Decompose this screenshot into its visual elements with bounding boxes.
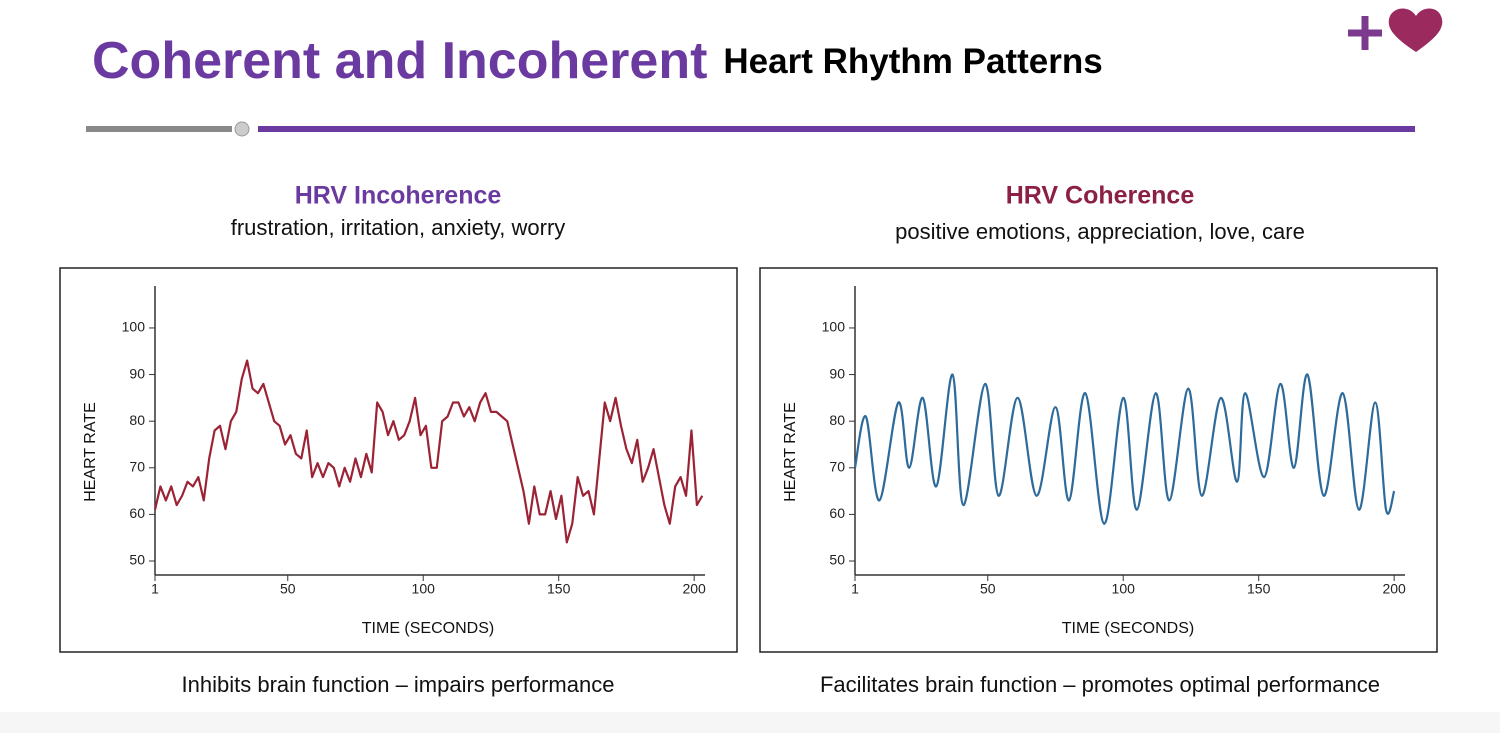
x-tick-label: 150 xyxy=(1247,581,1271,597)
chart-title: HRV Incoherence xyxy=(295,182,502,210)
chart-subtitle: frustration, irritation, anxiety, worry xyxy=(231,215,566,240)
y-tick-label: 100 xyxy=(822,319,846,335)
x-tick-label: 200 xyxy=(1382,581,1406,597)
y-tick-label: 80 xyxy=(129,412,145,428)
logo-heart xyxy=(1388,8,1443,52)
x-axis-label: TIME (SECONDS) xyxy=(362,620,494,637)
y-tick-label: 100 xyxy=(122,319,146,335)
chart-frame xyxy=(59,267,738,653)
chart-caption: Inhibits brain function – impairs perfor… xyxy=(182,672,615,697)
x-tick-label: 200 xyxy=(682,581,706,597)
x-tick-label: 1 xyxy=(851,581,859,597)
y-axis-label: HEART RATE xyxy=(82,402,99,502)
slide-title: Coherent and Incoherent Heart Rhythm Patt… xyxy=(92,32,1103,90)
chart-subtitle: positive emotions, appreciation, love, c… xyxy=(895,219,1305,244)
x-tick-label: 50 xyxy=(280,581,296,597)
divider-dot xyxy=(234,121,250,137)
x-tick-label: 1 xyxy=(151,581,159,597)
chart-title: HRV Coherence xyxy=(1006,182,1195,210)
x-tick-label: 100 xyxy=(1112,581,1136,597)
chart-caption: Facilitates brain function – promotes op… xyxy=(820,672,1380,697)
data-line xyxy=(153,359,704,544)
y-tick-label: 90 xyxy=(129,365,145,381)
x-axis-label: TIME (SECONDS) xyxy=(1062,620,1194,637)
y-tick-label: 70 xyxy=(129,458,145,474)
title-rest: Heart Rhythm Patterns xyxy=(723,42,1102,81)
data-line xyxy=(853,373,1396,525)
logo-plus xyxy=(1348,16,1382,50)
title-main: Coherent and Incoherent xyxy=(92,32,707,90)
y-tick-label: 70 xyxy=(829,458,845,474)
chart-frame xyxy=(759,267,1438,653)
y-tick-label: 50 xyxy=(129,552,145,568)
y-tick-label: 60 xyxy=(829,505,845,521)
y-axis-label: HEART RATE xyxy=(782,402,799,502)
y-tick-label: 60 xyxy=(129,505,145,521)
x-tick-label: 150 xyxy=(547,581,571,597)
x-tick-label: 100 xyxy=(412,581,436,597)
y-tick-label: 90 xyxy=(829,365,845,381)
y-tick-label: 80 xyxy=(829,412,845,428)
x-tick-label: 50 xyxy=(980,581,996,597)
logo xyxy=(1348,8,1443,52)
bottom-strip xyxy=(0,712,1500,733)
y-tick-label: 50 xyxy=(829,552,845,568)
